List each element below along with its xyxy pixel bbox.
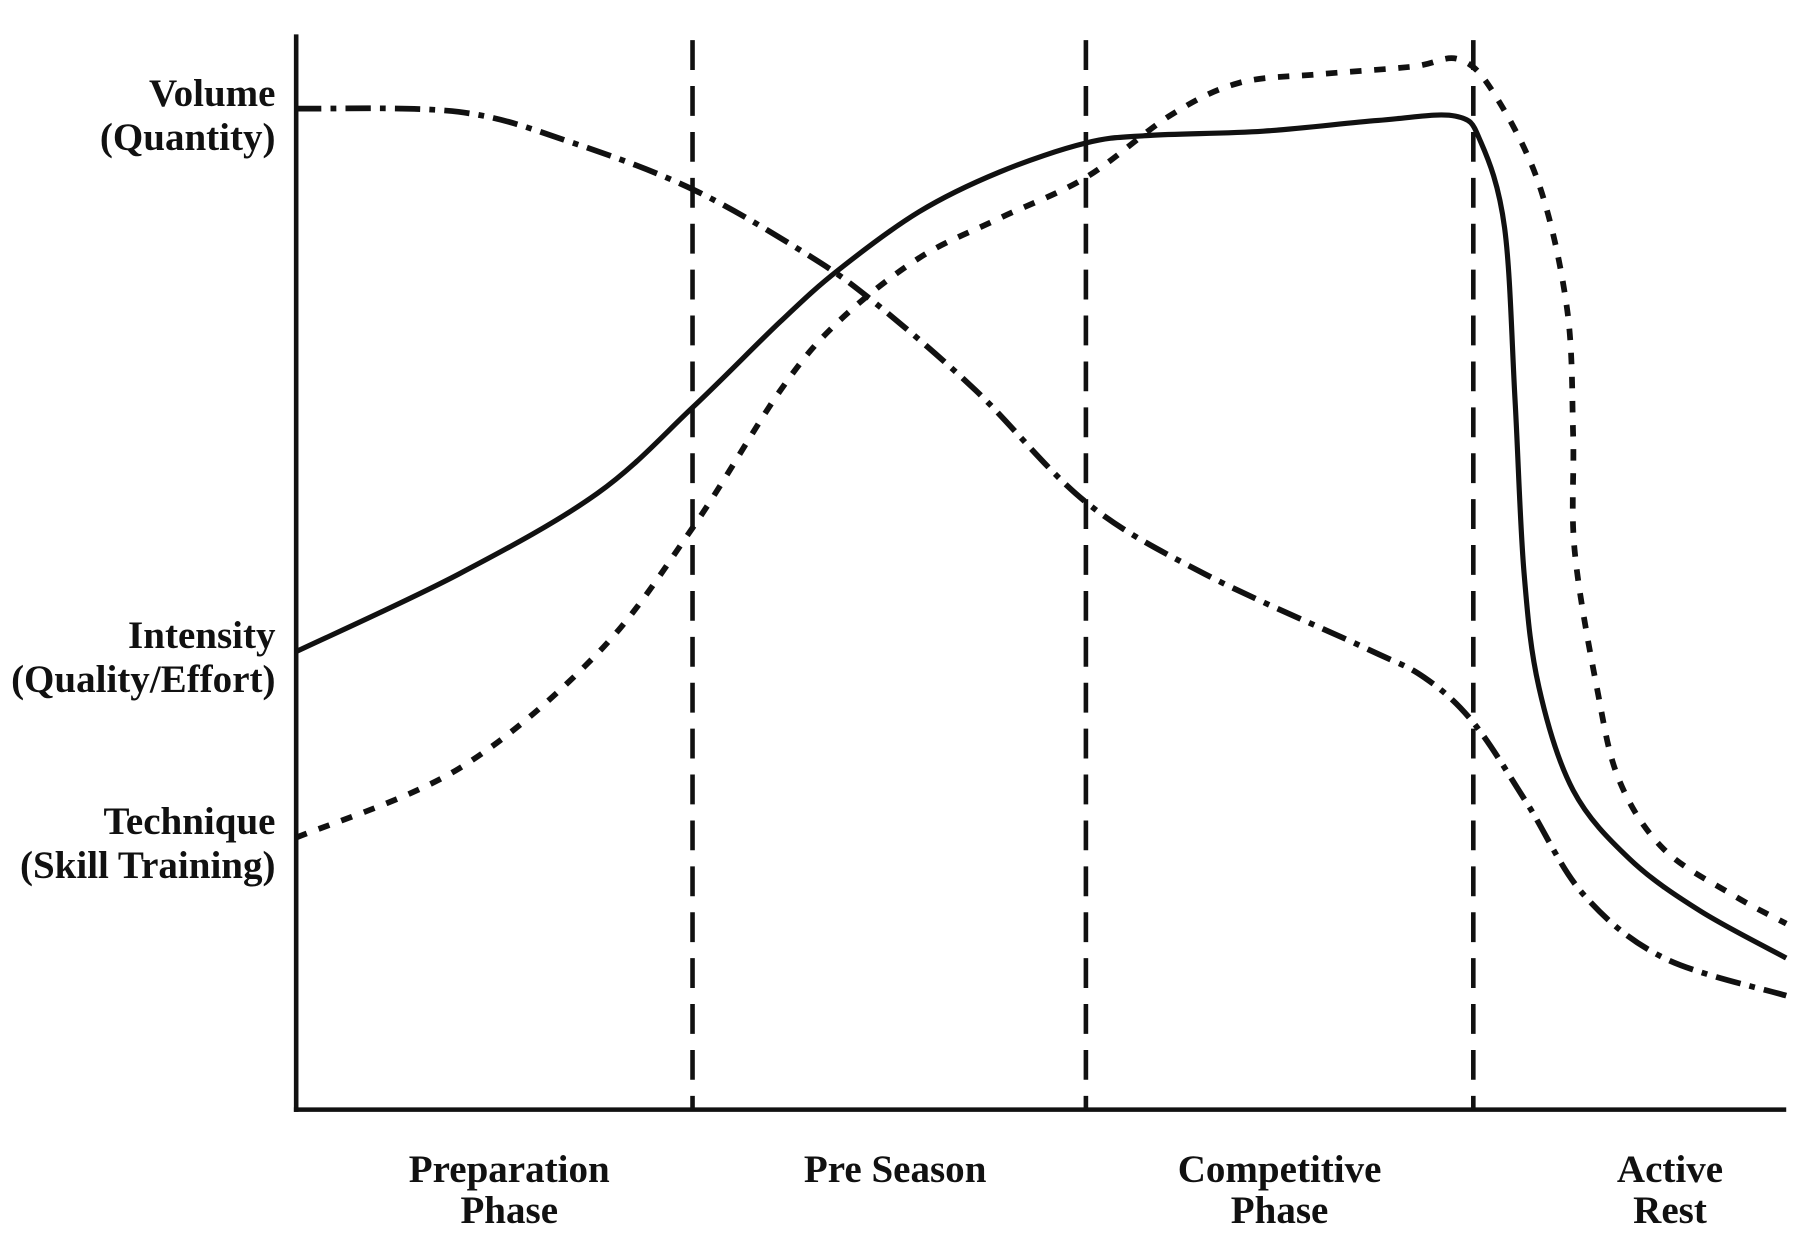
y-label-title: Intensity (128, 614, 276, 657)
y-label-subtitle: (Quality/Effort) (11, 658, 275, 701)
y-label-subtitle: (Skill Training) (20, 844, 276, 887)
series-line-technique (295, 55, 1788, 927)
phase-boundaries (690, 40, 1476, 1110)
y-label-title: Volume (149, 72, 275, 115)
phase-label: Active (1617, 1148, 1723, 1191)
phase-label-line2: Rest (1633, 1189, 1707, 1232)
y-labels: Volume(Quantity) Intensity(Quality/Effort… (11, 72, 276, 887)
phase-label-line2: Phase (1231, 1189, 1329, 1232)
axes (293, 34, 1787, 1112)
phase-label-line2: Phase (460, 1189, 558, 1232)
phase-label: Competitive (1178, 1148, 1382, 1191)
y-label-subtitle: (Quantity) (100, 116, 276, 159)
series-line-intensity (295, 112, 1788, 961)
series-lines (295, 55, 1788, 999)
phase-label: Preparation (409, 1148, 610, 1191)
phase-label: Pre Season (804, 1148, 987, 1191)
series-line-volume (296, 105, 1788, 999)
y-label-title: Technique (103, 800, 275, 843)
